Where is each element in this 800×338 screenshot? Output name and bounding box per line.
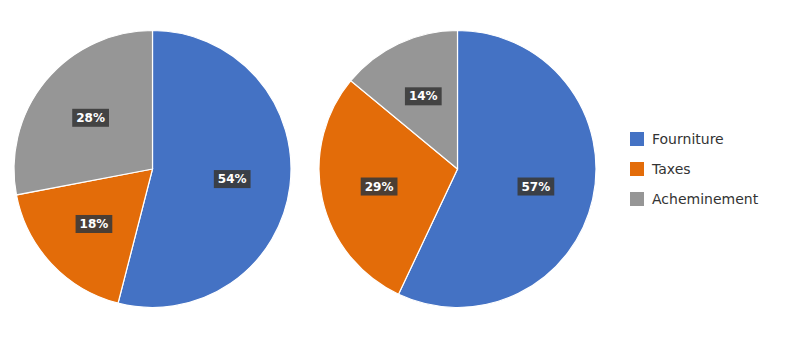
data-label: 14% xyxy=(409,89,438,103)
data-label-box xyxy=(72,109,109,127)
data-label: 54% xyxy=(218,172,247,186)
data-label: 57% xyxy=(522,180,551,194)
legend-swatch xyxy=(630,162,644,176)
data-label-box xyxy=(214,170,251,188)
data-label: 18% xyxy=(80,217,109,231)
legend-swatch xyxy=(630,132,644,146)
data-label-box xyxy=(76,215,113,233)
pie xyxy=(319,30,596,307)
data-labels: 54% 18% 28% xyxy=(72,109,250,233)
legend-label: Fourniture xyxy=(652,131,724,147)
data-label: 29% xyxy=(365,180,394,194)
legend-label: Taxes xyxy=(651,161,691,177)
data-labels: 57% 29% 14% xyxy=(361,87,555,195)
chart: 54% 18% 28% 57% 29% 14% Fourniture Taxes Achemin… xyxy=(0,0,800,338)
pie-slice xyxy=(14,31,153,195)
pie-slice xyxy=(351,30,458,169)
legend-label: Acheminement xyxy=(652,191,759,207)
pie xyxy=(14,31,291,308)
data-label-box xyxy=(518,178,555,196)
data-label-box xyxy=(361,178,398,196)
legend: Fourniture Taxes Acheminement xyxy=(630,131,759,207)
legend-swatch xyxy=(630,192,644,206)
data-label: 28% xyxy=(76,111,105,125)
data-label-box xyxy=(405,87,442,105)
